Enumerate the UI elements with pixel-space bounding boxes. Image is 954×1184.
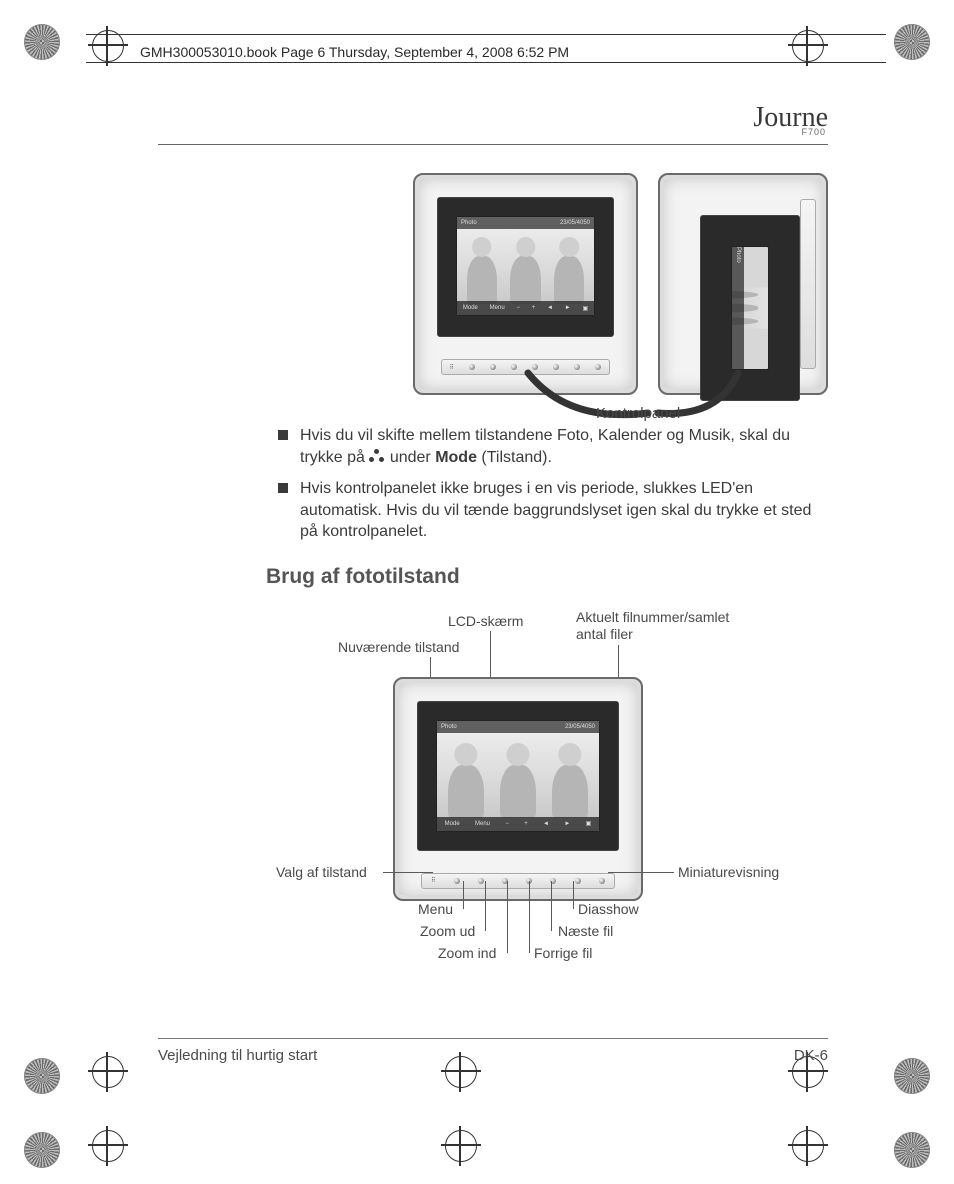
crop-wheel [894, 24, 930, 60]
label-miniature: Miniaturevisning [678, 864, 779, 880]
section-heading: Brug af fototilstand [266, 565, 828, 589]
crop-wheel [24, 1058, 60, 1094]
label-zoom-ud: Zoom ud [420, 923, 475, 939]
registration-mark [92, 1056, 124, 1088]
crop-wheel [24, 24, 60, 60]
label-menu: Menu [418, 901, 453, 917]
label-aktuelt: Aktuelt filnummer/samlet antal filer [576, 609, 756, 643]
osd-counter: 23/05/4050 [560, 220, 590, 226]
osd-mode-label: Photo [461, 220, 477, 226]
page-footer: Vejledning til hurtig start DK-6 [158, 1038, 828, 1064]
bullet-item: Hvis du vil skifte mellem tilstandene Fo… [278, 425, 828, 468]
label-naeste: Næste fil [558, 923, 613, 939]
meta-rule-top [86, 34, 886, 35]
kontrolpanel-label: Kontrolpanel [596, 405, 680, 422]
footer-left: Vejledning til hurtig start [158, 1047, 317, 1064]
crop-wheel [894, 1132, 930, 1168]
mode-bold: Mode [435, 449, 477, 466]
top-rule [158, 144, 828, 145]
device-diagram: Photo 23/05/4050 ModeMenu−+◄►▣ ⠿ [393, 677, 643, 901]
meta-rule-bottom [86, 62, 886, 63]
footer-right: DK-6 [794, 1047, 828, 1064]
device-landscape: Photo 23/05/4050 ModeMenu−+◄►▣ ⠿ [413, 173, 638, 395]
page-body: Journe F700 Photo 23/05/4050 ModeMenu−+◄… [158, 96, 828, 989]
bullet-item: Hvis kontrolpanelet ikke bruges i en vis… [278, 478, 828, 543]
registration-mark [445, 1130, 477, 1162]
registration-mark [792, 1130, 824, 1162]
label-forrige: Forrige fil [534, 945, 592, 961]
label-nuvaerende: Nuværende tilstand [338, 639, 459, 655]
device-portrait: Photo [658, 173, 828, 395]
label-zoom-ind: Zoom ind [438, 945, 496, 961]
crop-wheel [24, 1132, 60, 1168]
crop-wheel [894, 1058, 930, 1094]
control-panel-strip: ⠿ [441, 359, 610, 375]
label-valg: Valg af tilstand [276, 864, 367, 880]
photo-mode-diagram: LCD-skærm Nuværende tilstand Aktuelt fil… [158, 609, 828, 989]
label-lcd: LCD-skærm [448, 613, 523, 629]
control-panel-strip-portrait [800, 199, 816, 369]
mode-icon [369, 451, 385, 463]
devices-row: Photo 23/05/4050 ModeMenu−+◄►▣ ⠿ [328, 173, 828, 395]
build-meta: GMH300053010.book Page 6 Thursday, Septe… [140, 44, 569, 60]
bullet-list: Hvis du vil skifte mellem tilstandene Fo… [278, 425, 828, 543]
brand-logo: Journe F700 [753, 104, 828, 137]
label-diasshow: Diasshow [578, 901, 639, 917]
diagram-control-panel: ⠿ [421, 873, 615, 889]
registration-mark [92, 1130, 124, 1162]
